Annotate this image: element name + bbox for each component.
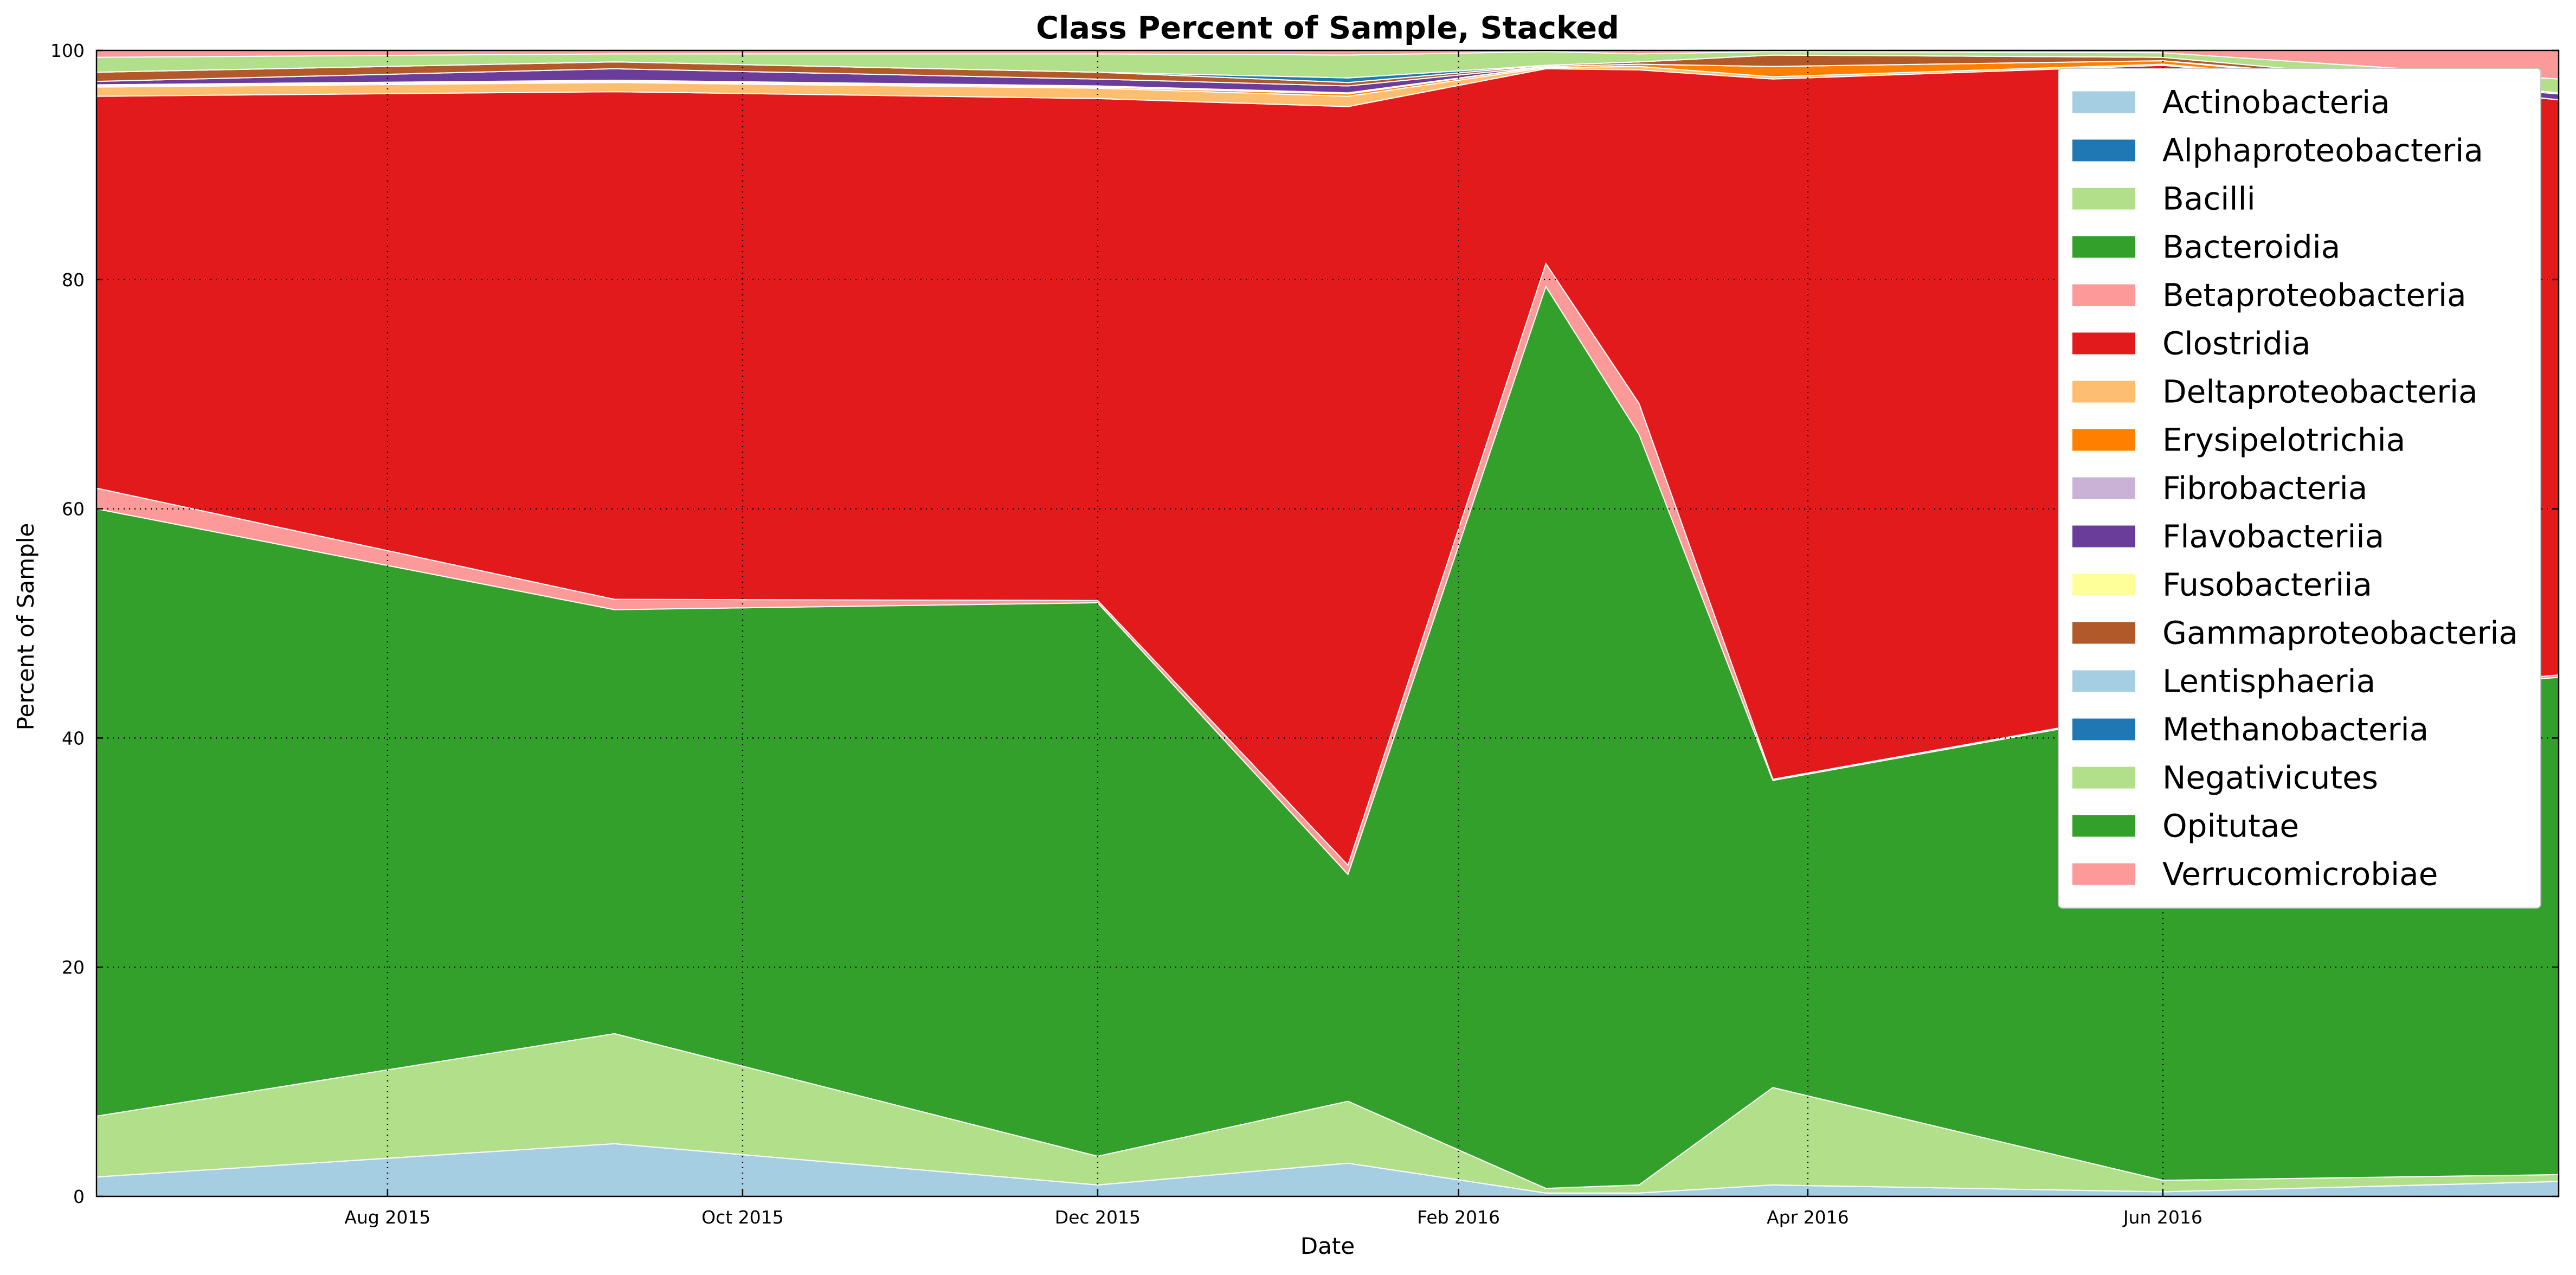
legend-swatch-deltaproteobacteria — [2072, 381, 2135, 403]
x-axis-title: Date — [1300, 1233, 1355, 1259]
legend-label-bacteroidia: Bacteroidia — [2162, 229, 2340, 266]
legend-label-negativicutes: Negativicutes — [2162, 759, 2378, 796]
legend-label-flavobacteriia: Flavobacteriia — [2162, 518, 2384, 555]
legend-box — [2058, 68, 2541, 909]
y-tick-label: 60 — [62, 499, 85, 520]
legend-label-verrucomicrobiae: Verrucomicrobiae — [2162, 856, 2438, 893]
y-tick-label: 20 — [62, 957, 85, 978]
legend-label-fibrobacteria: Fibrobacteria — [2162, 470, 2367, 507]
legend-swatch-methanobacteria — [2072, 718, 2135, 740]
plot-frame — [95, 49, 2560, 1197]
legend-swatch-alphaproteobacteria — [2072, 139, 2135, 162]
legend-label-lentisphaeria: Lentisphaeria — [2162, 663, 2375, 700]
axis-ticks: 0 20 40 60 80 100 Aug 2015 Oct 2015 Dec 2015 Feb … — [50, 40, 2559, 1228]
legend-swatch-clostridia — [2072, 332, 2135, 355]
legend-swatch-bacilli — [2072, 188, 2135, 210]
legend-swatch-flavobacteriia — [2072, 525, 2135, 548]
legend-label-actinobacteria: Actinobacteria — [2162, 84, 2390, 121]
legend-label-gammaproteobacteria: Gammaproteobacteria — [2162, 615, 2518, 652]
legend-label-bacilli: Bacilli — [2162, 181, 2256, 217]
legend-swatch-bacteroidia — [2072, 236, 2135, 258]
legend-swatch-lentisphaeria — [2072, 670, 2135, 692]
x-tick-label: Dec 2015 — [1055, 1207, 1141, 1228]
legend-swatch-betaproteobacteria — [2072, 284, 2135, 306]
legend-label-fusobacteriia: Fusobacteriia — [2162, 566, 2372, 603]
grid-lines — [96, 50, 2559, 1196]
x-tick-label: Aug 2015 — [344, 1207, 430, 1228]
x-tick-label: Jun 2016 — [2122, 1207, 2203, 1228]
legend-swatch-fibrobacteria — [2072, 477, 2135, 499]
legend-swatch-fusobacteriia — [2072, 574, 2135, 596]
legend-label-opitutae: Opitutae — [2162, 808, 2299, 845]
y-tick-label: 0 — [73, 1186, 85, 1207]
x-tick-label: Feb 2016 — [1417, 1207, 1500, 1228]
legend-swatch-negativicutes — [2072, 767, 2135, 789]
legend-swatch-actinobacteria — [2072, 91, 2135, 113]
legend-label-alphaproteobacteria: Alphaproteobacteria — [2162, 132, 2483, 169]
chart-title: Class Percent of Sample, Stacked — [1036, 10, 1619, 46]
x-tick-label: Apr 2016 — [1767, 1207, 1849, 1228]
y-tick-label: 80 — [62, 269, 85, 291]
legend-swatch-gammaproteobacteria — [2072, 622, 2135, 644]
y-tick-label: 40 — [62, 727, 85, 749]
legend-swatch-erysipelotrichia — [2072, 429, 2135, 451]
y-axis-title: Percent of Sample — [12, 523, 39, 731]
legend-label-deltaproteobacteria: Deltaproteobacteria — [2162, 374, 2478, 410]
legend-label-betaproteobacteria: Betaproteobacteria — [2162, 277, 2466, 314]
legend-label-erysipelotrichia: Erysipelotrichia — [2162, 422, 2405, 459]
y-tick-label: 100 — [50, 40, 85, 61]
legend-swatch-verrucomicrobiae — [2072, 863, 2135, 885]
legend-swatch-opitutae — [2072, 815, 2135, 837]
x-tick-label: Oct 2015 — [701, 1207, 784, 1228]
legend-label-methanobacteria: Methanobacteria — [2162, 711, 2429, 748]
legend: Actinobacteria Alphaproteobacteria Bacilli… — [2058, 68, 2541, 909]
legend-label-clostridia: Clostridia — [2162, 325, 2311, 362]
